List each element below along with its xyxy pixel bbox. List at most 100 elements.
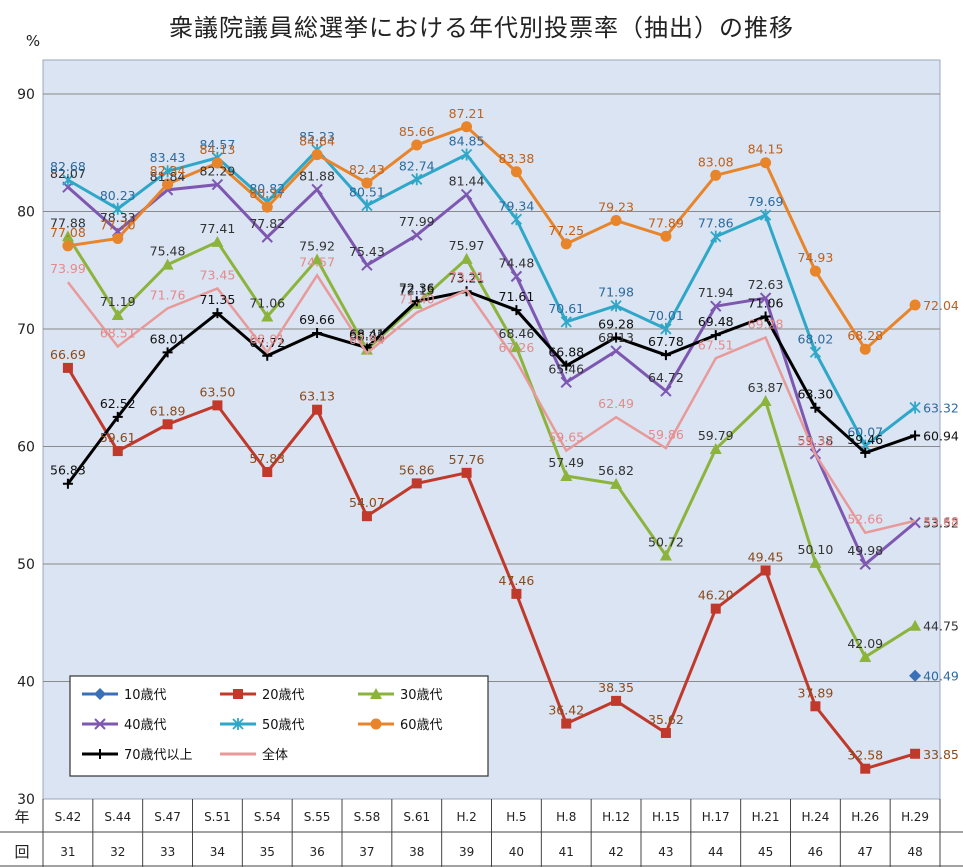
- data-label: 75.92: [299, 238, 335, 253]
- data-label: 75.43: [349, 244, 385, 259]
- data-point: [411, 478, 422, 489]
- legend-label: 20歳代: [262, 688, 305, 703]
- y-tick-label: 60: [17, 440, 35, 456]
- x-tick-label-election: 34: [210, 845, 225, 859]
- data-label: 38.35: [598, 680, 634, 695]
- data-label: 59.61: [100, 430, 136, 445]
- x-tick-label: H.21: [752, 810, 780, 824]
- data-label: 72.36: [399, 280, 435, 295]
- data-label: 79.23: [598, 200, 634, 215]
- data-label: 67.26: [499, 340, 535, 355]
- legend-item: 50歳代: [220, 718, 305, 733]
- data-point: [361, 199, 373, 212]
- data-label: 84.15: [748, 142, 784, 157]
- data-label: 67.94: [349, 332, 385, 347]
- data-label: 84.13: [200, 142, 236, 157]
- y-tick-label: 80: [17, 205, 35, 221]
- data-label: 59.46: [847, 432, 883, 447]
- x-tick-label-election: 31: [60, 845, 75, 859]
- data-point: [710, 603, 721, 614]
- data-point: [660, 350, 671, 361]
- data-point: [211, 235, 224, 247]
- data-label: 73.21: [449, 270, 485, 285]
- data-point: [112, 446, 123, 457]
- data-point: [610, 215, 622, 227]
- data-point: [860, 763, 871, 774]
- row-label-election: 回: [14, 843, 29, 861]
- data-label: 72.04: [923, 298, 959, 313]
- data-point: [709, 442, 722, 454]
- data-label: 81.88: [299, 168, 335, 183]
- data-label: 85.66: [399, 124, 435, 139]
- data-point: [233, 689, 243, 699]
- data-point: [710, 330, 721, 341]
- data-label: 44.75: [923, 619, 959, 634]
- x-tick-label-election: 47: [858, 845, 873, 859]
- data-label: 68.01: [249, 331, 285, 346]
- legend-label: 全体: [262, 747, 288, 763]
- series-全体: [66, 272, 916, 535]
- data-label: 81.84: [150, 169, 186, 184]
- data-point: [312, 327, 323, 338]
- data-label: 66.88: [548, 345, 584, 360]
- data-label: 71.06: [249, 296, 285, 311]
- axes: 30 40 50 60 70 80 90% 年回 S.42 31 S.44 32 S.47 33 S.51 3…: [0, 32, 963, 867]
- data-label: 77.99: [399, 214, 435, 229]
- data-label: 61.89: [150, 403, 186, 418]
- data-label: 56.83: [50, 463, 86, 478]
- data-point: [560, 469, 573, 481]
- data-point: [311, 149, 323, 161]
- data-label: 46.20: [698, 588, 734, 603]
- x-tick-label: H.17: [702, 810, 730, 824]
- data-point: [311, 253, 324, 265]
- data-label: 59.65: [548, 430, 584, 445]
- data-point: [411, 139, 423, 151]
- data-point: [112, 233, 124, 245]
- data-point: [361, 177, 373, 189]
- series-line: [66, 272, 916, 535]
- data-label: 64.72: [648, 370, 684, 385]
- data-label: 74.93: [798, 250, 834, 265]
- data-point: [760, 157, 772, 169]
- x-tick-label: H.8: [556, 810, 576, 824]
- x-tick-label: S.42: [55, 810, 82, 824]
- data-point: [212, 308, 223, 319]
- data-labels: 40.49 66.69 59.61 61.89 63.50 57.83 63.13 54.07…: [50, 106, 959, 763]
- data-label: 82.29: [200, 164, 236, 179]
- x-tick-label: S.55: [304, 810, 331, 824]
- legend-item: 40歳代: [82, 718, 167, 733]
- legend-label: 40歳代: [124, 718, 167, 733]
- data-label: 80.37: [249, 186, 285, 201]
- data-label: 71.06: [748, 296, 784, 311]
- data-point: [909, 619, 922, 631]
- data-point: [510, 166, 522, 178]
- data-label: 68.41: [349, 327, 385, 342]
- legend-item: 30歳代: [358, 688, 443, 703]
- data-point: [62, 174, 74, 187]
- x-tick-label-election: 41: [559, 845, 574, 859]
- data-point: [560, 376, 572, 389]
- data-point: [361, 259, 373, 271]
- data-point: [660, 230, 672, 242]
- data-label: 57.83: [249, 451, 285, 466]
- data-label: 65.46: [548, 361, 584, 376]
- data-point: [560, 315, 572, 328]
- data-label: 67.51: [698, 337, 734, 352]
- data-label: 71.19: [100, 294, 136, 309]
- data-label: 50.72: [648, 535, 684, 550]
- x-tick-label-election: 33: [160, 845, 175, 859]
- x-tick-label-election: 38: [409, 845, 424, 859]
- legend-item: 全体: [220, 747, 288, 763]
- data-point: [460, 148, 473, 161]
- x-tick-label: H.26: [851, 810, 879, 824]
- series-line: [66, 235, 916, 660]
- data-label: 72.15: [399, 283, 435, 298]
- data-label: 63.87: [748, 380, 784, 395]
- data-label: 68.13: [598, 330, 634, 345]
- series-30歳代: [61, 230, 922, 662]
- data-label: 73.31: [449, 269, 485, 284]
- data-label: 83.43: [150, 150, 186, 165]
- data-label: 77.86: [698, 216, 734, 231]
- data-label: 60.07: [847, 425, 883, 440]
- x-tick-label: S.58: [354, 810, 381, 824]
